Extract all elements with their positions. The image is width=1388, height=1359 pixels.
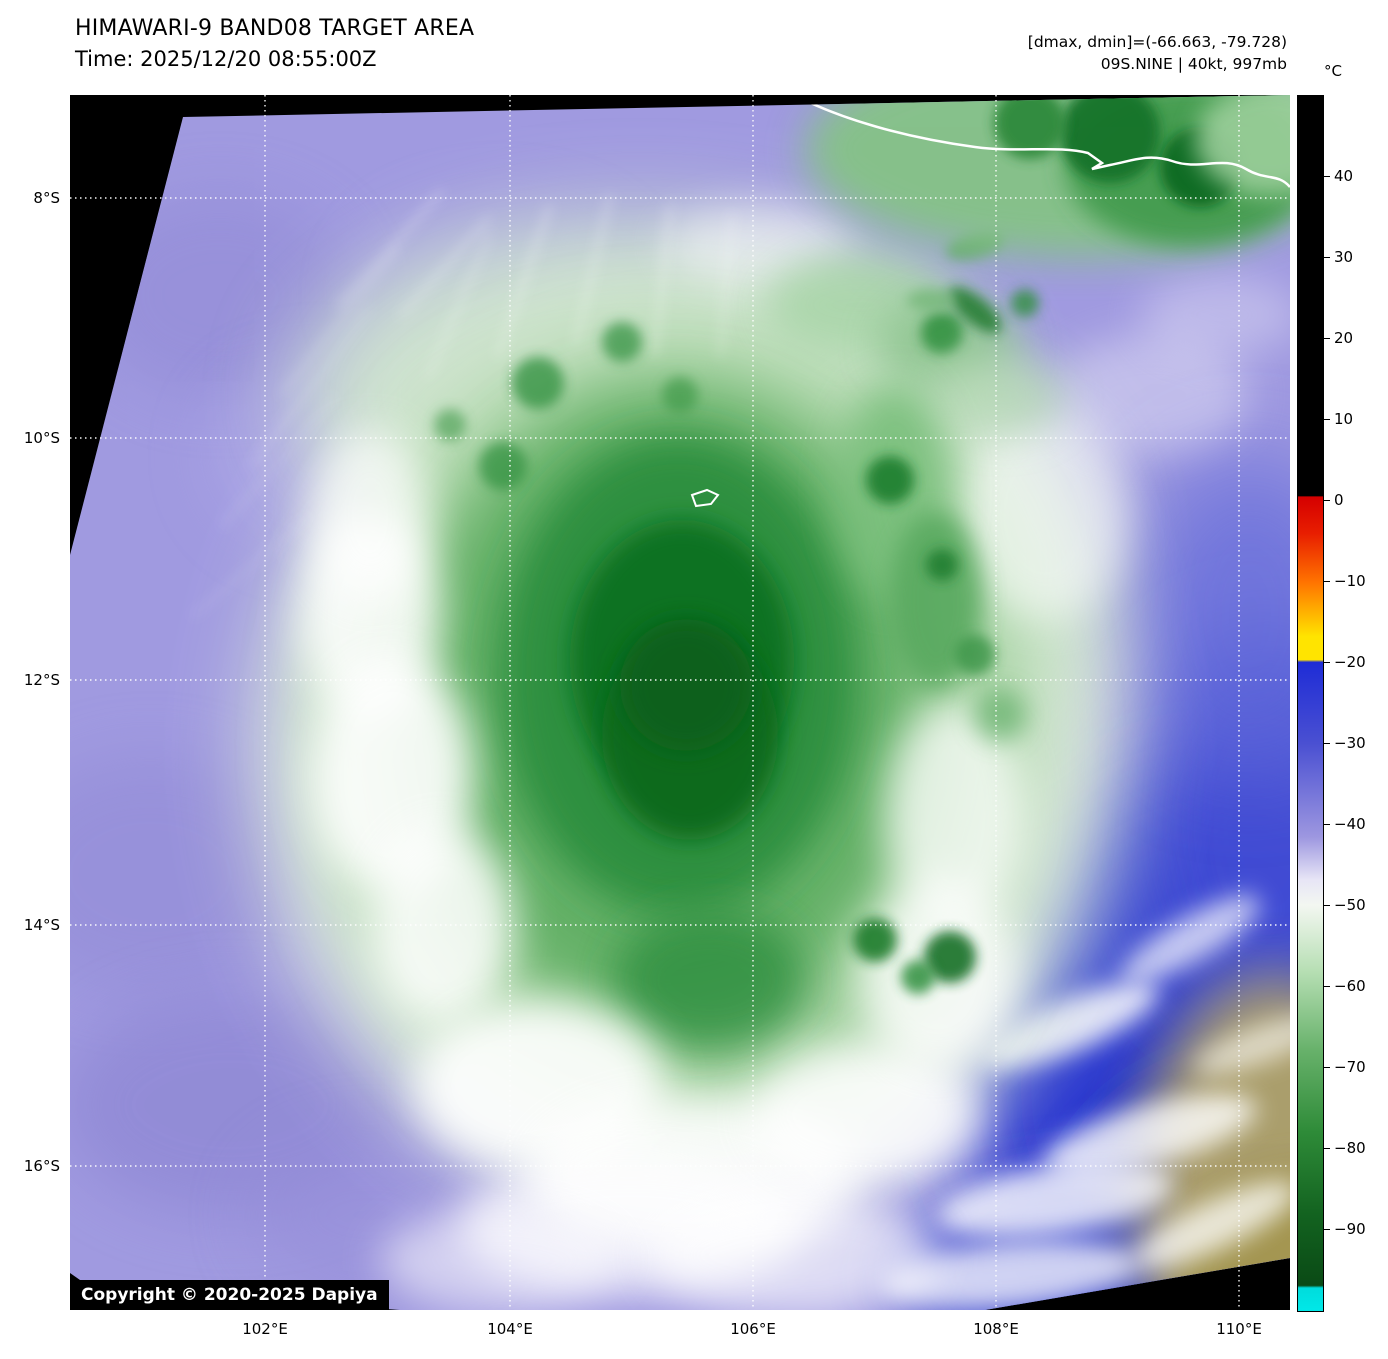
colorbar-tick-label: 20 [1334, 329, 1354, 347]
lon-label: 108°E [973, 1320, 1019, 1338]
header-info: [dmax, dmin]=(-66.663, -79.728) 09S.NINE… [1028, 31, 1287, 75]
cloud-south [380, 1155, 940, 1310]
colorbar-tick-label: 40 [1334, 167, 1354, 185]
lon-label: 104°E [487, 1320, 533, 1338]
colorbar [1297, 95, 1324, 1312]
colorbar-tick-label: 30 [1334, 248, 1354, 266]
colorbar-tick [1324, 1067, 1330, 1068]
colorbar-tick [1324, 905, 1330, 906]
colorbar-tick [1324, 662, 1330, 663]
colorbar-tick [1324, 500, 1330, 501]
colorbar-tick [1324, 419, 1330, 420]
east-feeder-band [839, 382, 1026, 741]
colorbar-tick [1324, 257, 1330, 258]
lat-label: 14°S [23, 916, 60, 934]
plot-area: Copyright © 2020-2025 Dapiya [70, 95, 1290, 1310]
cloud-streaks-southeast [880, 895, 1290, 1309]
lat-label: 10°S [23, 429, 60, 447]
christmas-island-outline [690, 488, 720, 508]
lon-label: 102°E [242, 1320, 288, 1338]
colorbar-unit-label: °C [1324, 62, 1342, 80]
cirrus-filaments-northwest [191, 189, 492, 618]
colorbar-tick-label: −70 [1334, 1058, 1366, 1076]
colorbar-tick [1324, 176, 1330, 177]
colorbar-tick [1324, 581, 1330, 582]
colorbar-tick-label: −20 [1334, 653, 1366, 671]
scattered-convection [765, 230, 1064, 435]
lon-label: 106°E [730, 1320, 776, 1338]
java-coastline [797, 95, 1290, 188]
dmax-dmin-label: [dmax, dmin]=(-66.663, -79.728) [1027, 33, 1287, 51]
storm-info-label: 09S.NINE | 40kt, 997mb [1100, 55, 1287, 73]
colorbar-tick [1324, 1148, 1330, 1149]
colorbar-tick-label: −40 [1334, 815, 1366, 833]
grid-lines [70, 95, 1290, 1310]
copyright-label: Copyright © 2020-2025 Dapiya [70, 1280, 389, 1310]
colorbar-tick-label: 10 [1334, 410, 1354, 428]
colorbar-tick [1324, 743, 1330, 744]
lon-label: 110°E [1216, 1320, 1262, 1338]
satellite-image [70, 95, 1290, 1310]
colorbar-tick-label: −60 [1334, 977, 1366, 995]
convective-specks [853, 918, 976, 994]
cirrus-streaks-north [426, 194, 734, 490]
colorbar-tick [1324, 824, 1330, 825]
colorbar-tick-label: 0 [1334, 491, 1344, 509]
colorbar-tick [1324, 1229, 1330, 1230]
lat-label: 16°S [23, 1157, 60, 1175]
colorbar-tick-label: −30 [1334, 734, 1366, 752]
colorbar-tick-label: −80 [1334, 1139, 1366, 1157]
colorbar-tick-label: −90 [1334, 1220, 1366, 1238]
page-title: HIMAWARI-9 BAND08 TARGET AREA [75, 16, 475, 41]
colorbar-tick-label: −10 [1334, 572, 1366, 590]
lat-label: 8°S [33, 189, 60, 207]
time-label: Time: 2025/12/20 08:55:00Z [75, 47, 377, 71]
satellite-swath [70, 95, 1290, 1310]
colorbar-tick [1324, 986, 1330, 987]
colorbar-tick-label: −50 [1334, 896, 1366, 914]
colorbar-tick [1324, 338, 1330, 339]
lat-label: 12°S [23, 671, 60, 689]
